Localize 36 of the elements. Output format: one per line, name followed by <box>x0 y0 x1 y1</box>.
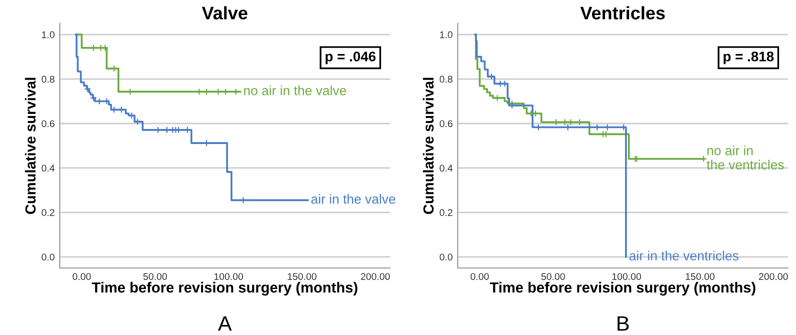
series-label: air in the ventricles <box>629 250 738 260</box>
x-tick-label: 100.00 <box>214 273 244 280</box>
series-label: air in the valve <box>311 194 396 204</box>
x-tick-label: 100.00 <box>612 273 642 280</box>
annotation: p = .818 <box>724 52 774 64</box>
x-tick-label: 200.00 <box>360 273 390 280</box>
x-tick-label: 0.00 <box>470 273 489 280</box>
y-tick-label: 0.4 <box>440 164 453 172</box>
chart-title: Ventricles <box>580 6 665 20</box>
y-axis-title: Cumulative survival <box>422 78 434 214</box>
series-label: no air in the ventricles <box>706 146 784 170</box>
x-axis-title: Time before revision surgery (months) <box>490 282 756 296</box>
y-tick-label: 0.6 <box>42 120 54 128</box>
y-axis-title: Cumulative survival <box>24 78 36 214</box>
y-tick-label: 0.6 <box>440 120 452 128</box>
text: B <box>618 316 629 331</box>
x-tick-label: 50.00 <box>541 273 565 280</box>
y-tick-label: 1.0 <box>440 31 452 38</box>
x-tick-label: 150.00 <box>288 273 316 280</box>
text: A <box>218 316 232 331</box>
annotation: p = .046 <box>326 52 376 64</box>
x-tick-label: 150.00 <box>686 273 714 280</box>
y-tick-label: 0.8 <box>42 76 54 83</box>
x-tick-label: 200.00 <box>758 273 788 280</box>
series-label: no air in the valve <box>244 86 346 96</box>
y-tick-label: 0.0 <box>42 254 54 261</box>
x-tick-label: 50.00 <box>143 273 167 280</box>
y-tick-label: 0.4 <box>42 164 55 172</box>
y-tick-label: 0.2 <box>42 209 54 216</box>
y-tick-label: 0.8 <box>440 76 452 83</box>
y-tick-label: 0.0 <box>440 254 452 261</box>
x-axis-title: Time before revision surgery (months) <box>92 282 358 296</box>
chart-title: Valve <box>202 6 248 20</box>
y-tick-label: 1.0 <box>42 31 54 38</box>
x-tick-label: 0.00 <box>72 273 91 280</box>
y-tick-label: 0.2 <box>440 209 452 216</box>
